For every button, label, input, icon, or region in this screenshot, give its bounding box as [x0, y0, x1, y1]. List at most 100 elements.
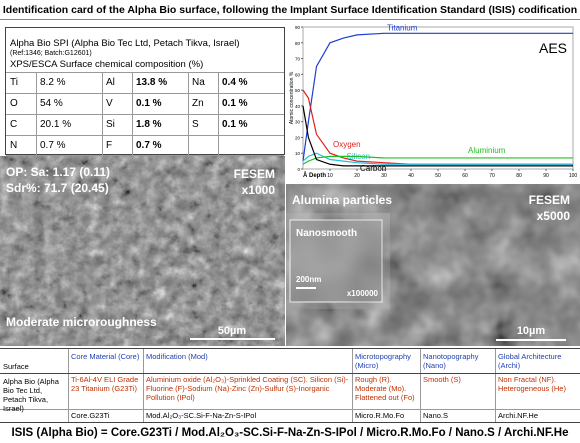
- series-line: [302, 152, 573, 165]
- series-label: Titanium: [387, 23, 418, 32]
- composition-card: Alpha Bio SPI (Alpha Bio Tec Ltd, Petach…: [5, 27, 285, 156]
- comp-title: Alpha Bio SPI (Alpha Bio Tec Ltd, Petach…: [10, 38, 240, 49]
- inset-scale: 200nm: [296, 275, 321, 284]
- code-cell: Core.G23Ti: [71, 411, 110, 420]
- code-cell: Nano.S: [423, 411, 449, 420]
- magnification: x1000: [242, 183, 276, 197]
- header-cell: Nanotopography (Nano): [423, 352, 479, 370]
- code-cell: Micro.R.Mo.Fo: [355, 411, 405, 420]
- x-tick-label: 10: [327, 173, 333, 179]
- x-tick-label: 40: [408, 173, 414, 179]
- x-tick-label: 80: [516, 173, 522, 179]
- series-line: [302, 32, 573, 162]
- x-tick-label: 30: [381, 173, 387, 179]
- row-line: [6, 72, 284, 73]
- row-line: [0, 409, 580, 410]
- op-sa: OP: Sa: 1.17 (0.11): [6, 165, 110, 179]
- y-tick-label: 90: [295, 25, 301, 30]
- header-cell: Modification (Mod): [146, 352, 208, 361]
- x-tick-label: 20: [354, 173, 360, 179]
- comp-element: O: [10, 98, 18, 109]
- comp-element: Al: [106, 77, 115, 88]
- x-tick-label: 50: [435, 173, 441, 179]
- sem-right: Alumina particles FESEM x5000 Nanosmooth…: [286, 184, 580, 346]
- magnification: x5000: [537, 209, 571, 223]
- inset-caption: Nanosmooth: [296, 228, 357, 239]
- code-cell: Archi.NF.He: [498, 411, 539, 420]
- comp-value: 0.4 %: [222, 77, 248, 88]
- col-line: [36, 72, 37, 155]
- comp-element: S: [192, 119, 199, 130]
- col-line: [68, 349, 69, 423]
- row-line: [6, 135, 284, 136]
- comp-value: 54 %: [40, 98, 63, 109]
- series-label: Carbon: [360, 164, 386, 173]
- title: Identification card of the Alpha Bio sur…: [0, 0, 580, 20]
- col-line: [352, 349, 353, 423]
- isis-table: Surface Core Material (Core) Modification …: [0, 348, 580, 423]
- y-tick-label: 80: [295, 41, 301, 46]
- footer: ISIS (Alpha Bio) = Core.G23Ti / Mod.Al₂O…: [0, 422, 580, 443]
- method: FESEM: [234, 167, 275, 181]
- series-label: Aluminium: [468, 146, 506, 155]
- comp-element: Zn: [192, 98, 204, 109]
- x-tick-label: 90: [543, 173, 549, 179]
- description-cell: Aluminium oxide (Al₂O₃)-Sprinkled Coatin…: [146, 375, 349, 402]
- comp-value: 0.1 %: [136, 98, 162, 109]
- caption: Alumina particles: [292, 193, 392, 207]
- comp-element: Na: [192, 77, 205, 88]
- plot-area: [302, 26, 574, 170]
- comp-element: Ti: [10, 77, 18, 88]
- comp-value: 8.2 %: [40, 77, 66, 88]
- header-cell: Microtopography (Micro): [355, 352, 411, 370]
- y-tick-label: 60: [295, 72, 301, 77]
- x-tick-label: 70: [489, 173, 495, 179]
- y-tick-label: 0: [297, 167, 300, 172]
- col-line: [495, 349, 496, 423]
- y-tick-label: 40: [295, 104, 301, 109]
- x-tick-label: 100: [569, 173, 578, 179]
- comp-value: 1.8 %: [136, 119, 162, 130]
- col-line: [102, 72, 103, 155]
- col-line: [132, 72, 133, 155]
- series-label: Oxygen: [333, 140, 361, 149]
- x-axis-label: Å Depth: [303, 172, 326, 179]
- comp-element: N: [10, 140, 18, 151]
- description-cell: Ti-6Al-4V ELI Grade 23 Titanium (G23Ti): [71, 375, 139, 393]
- header-cell: Core Material (Core): [71, 352, 140, 361]
- col-line: [420, 349, 421, 423]
- chart-title: AES: [539, 40, 567, 56]
- col-line: [143, 349, 144, 423]
- comp-value: 0.7 %: [136, 140, 162, 151]
- description-cell: Alpha Bio (Alpha Bio Tec Ltd, Petach Tik…: [3, 377, 59, 413]
- code-cell: Mod.Al₂O₃-SC.Si-F-Na-Zn-S-IPol: [146, 411, 257, 420]
- comp-value: 0.1 %: [222, 98, 248, 109]
- y-tick-label: 70: [295, 57, 301, 62]
- comp-element: Si: [106, 119, 115, 130]
- col-line: [218, 72, 219, 155]
- scale-label: 10µm: [517, 325, 546, 337]
- comp-subtitle: XPS/ESCA Surface chemical composition (%…: [10, 59, 204, 70]
- y-axis-label: Atomic concentration %: [289, 71, 295, 124]
- sem-left: OP: Sa: 1.17 (0.11) Sdr%: 71.7 (20.45) F…: [0, 156, 285, 346]
- header-cell: Global Architecture (Archi): [498, 352, 562, 370]
- aes-chart: 0 10 20 30 40 50 60 70 80 90 10 20 30 40 50 60 70 80 90 100…: [289, 23, 578, 179]
- row-line: [6, 155, 284, 156]
- series-line: [302, 105, 573, 167]
- comp-element: C: [10, 119, 18, 130]
- comp-value: 20.1 %: [40, 119, 72, 130]
- y-tick-label: 10: [295, 151, 301, 156]
- header-cell: Surface: [3, 362, 29, 371]
- row-line: [6, 93, 284, 94]
- row-line: [0, 373, 580, 374]
- micrograph-texture: [0, 156, 285, 346]
- caption: Moderate microroughness: [6, 315, 157, 329]
- comp-value: 0.7 %: [40, 140, 66, 151]
- comp-element: V: [106, 98, 113, 109]
- description-cell: Smooth (S): [423, 375, 461, 384]
- inset-magnification: x100000: [347, 289, 379, 298]
- description-cell: Non Fractal (NF). Heterogeneous (He): [498, 375, 566, 393]
- comp-value: 13.8 %: [136, 77, 168, 88]
- col-line: [188, 72, 189, 155]
- y-tick-label: 20: [295, 135, 301, 140]
